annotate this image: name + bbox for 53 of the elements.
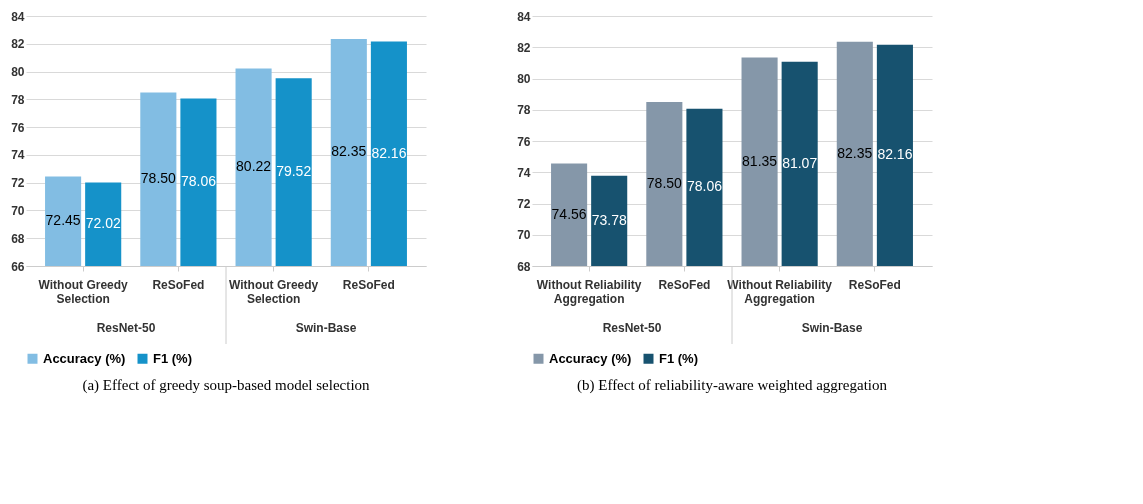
text: ResNet-50 [602, 321, 662, 335]
data-label: 78.50 [140, 170, 177, 187]
y-tick-label: 82 [517, 40, 531, 55]
data-label: 82.35 [331, 143, 367, 160]
y-tick-label: 68 [517, 259, 531, 274]
legend-label: Accuracy (%) [549, 350, 632, 366]
y-tick-label: 82 [11, 37, 25, 52]
text: (a) Effect of greedy soup-based model selection [82, 377, 371, 394]
legend-label: Accuracy (%) [43, 350, 126, 366]
y-tick-label: 84 [11, 9, 25, 24]
x-tick-label: ReSoFed [152, 277, 205, 292]
legend-label: F1 (%) [659, 350, 698, 366]
text: Swin-Base [801, 321, 863, 335]
x-tick-label: ReSoFed [658, 277, 711, 292]
x-tick-label: Without Reliability Aggregation [536, 277, 642, 306]
data-label: 82.35 [837, 144, 873, 161]
y-tick-label: 80 [11, 65, 25, 80]
text: (b) Effect of reliability-aware weighted aggregation [577, 377, 888, 394]
y-tick-label: 80 [517, 72, 531, 86]
y-tick-label: 66 [11, 259, 25, 274]
data-label: 74.56 [551, 205, 587, 222]
y-tick-label: 70 [11, 203, 25, 218]
y-tick-label: 78 [11, 92, 25, 107]
y-tick-label: 74 [11, 148, 25, 163]
y-tick-label: 74 [517, 165, 531, 180]
x-tick-label: ReSoFed [342, 277, 395, 292]
x-tick-label: Without Greedy Selection [38, 277, 129, 306]
data-label: 80.22 [236, 158, 272, 175]
data-label: 78.06 [180, 173, 217, 190]
data-label: 78.50 [646, 174, 683, 191]
x-tick-label: Without Greedy Selection [229, 277, 319, 306]
data-label: 73.78 [591, 211, 627, 228]
text: ResNet-50 [96, 321, 156, 335]
data-label: 81.35 [742, 152, 778, 169]
y-tick-label: 72 [11, 176, 25, 191]
y-tick-label: 76 [11, 120, 25, 135]
data-label: 82.16 [371, 144, 407, 161]
text: Swin-Base [295, 321, 357, 335]
data-label: 81.07 [782, 154, 818, 171]
data-label: 79.52 [276, 163, 312, 180]
data-label: 82.16 [877, 146, 913, 163]
y-tick-label: 84 [517, 9, 531, 24]
y-tick-label: 72 [517, 197, 531, 211]
y-tick-label: 78 [517, 103, 531, 118]
y-tick-label: 68 [11, 231, 25, 246]
y-tick-label: 76 [517, 134, 531, 149]
data-label: 72.02 [85, 215, 121, 232]
x-tick-label: ReSoFed [848, 277, 901, 292]
data-label: 78.06 [686, 178, 723, 195]
data-label: 72.45 [45, 212, 81, 229]
legend-label: F1 (%) [153, 350, 192, 366]
x-tick-label: Without Reliability Aggregation [727, 277, 833, 306]
y-tick-label: 70 [517, 228, 531, 243]
